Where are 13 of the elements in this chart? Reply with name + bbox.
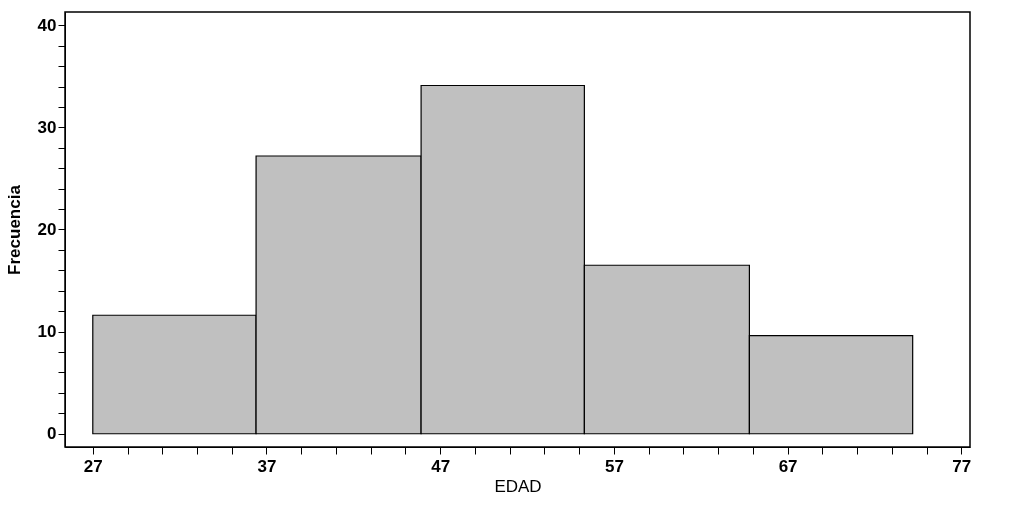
y-tick-label: 10 (37, 322, 57, 342)
x-axis-title: EDAD (494, 476, 542, 496)
x-tick-label: 67 (778, 456, 798, 476)
x-tick-label: 37 (257, 456, 277, 476)
y-axis-title: Frecuencia (4, 184, 24, 275)
y-tick-label: 30 (37, 117, 57, 137)
y-tick-label: 0 (47, 424, 57, 444)
x-tick-label: 27 (83, 456, 103, 476)
x-tick-label: 47 (431, 456, 451, 476)
x-tick-label: 57 (604, 456, 624, 476)
y-tick-label: 40 (37, 15, 57, 35)
x-tick-label: 77 (952, 456, 972, 476)
y-tick-label: 20 (37, 220, 57, 239)
